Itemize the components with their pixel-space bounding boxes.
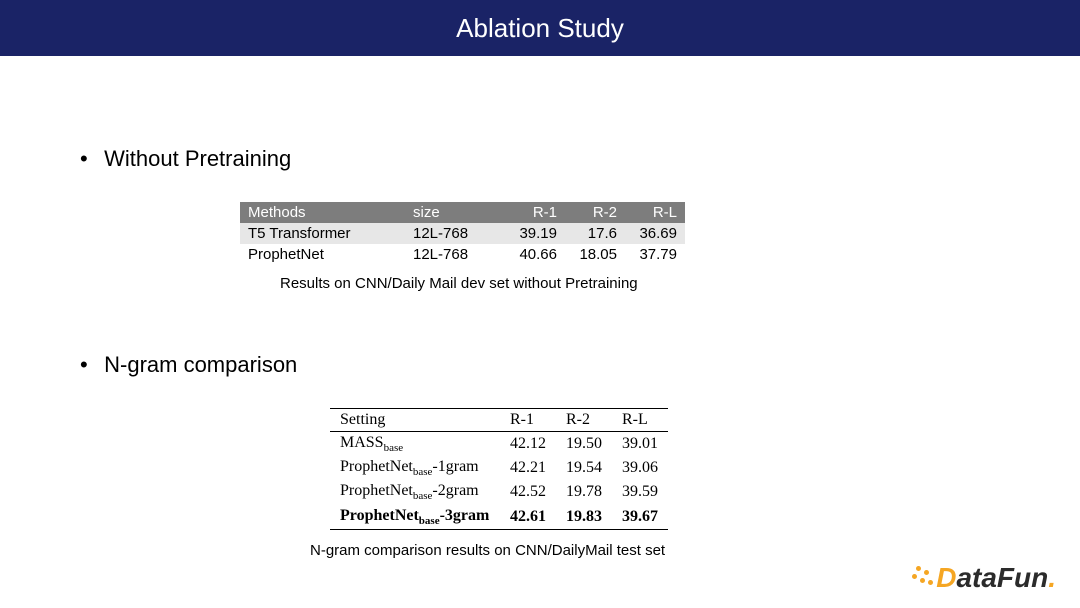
table-row: ProphetNetbase-1gram42.2119.5439.06 bbox=[330, 456, 668, 480]
cell-setting: ProphetNetbase-1gram bbox=[330, 456, 500, 480]
cell: ProphetNet bbox=[240, 244, 405, 265]
th-r2: R-2 bbox=[556, 409, 612, 432]
th-setting: Setting bbox=[330, 409, 500, 432]
caption-1: Results on CNN/Daily Mail dev set withou… bbox=[280, 275, 1000, 292]
datafun-logo: DataFun. bbox=[914, 562, 1056, 594]
cell: 39.06 bbox=[612, 456, 668, 480]
cell: 19.50 bbox=[556, 432, 612, 457]
table-row: ProphetNet 12L-768 40.66 18.05 37.79 bbox=[240, 244, 685, 265]
cell-setting: ProphetNetbase-2gram bbox=[330, 480, 500, 504]
logo-period: . bbox=[1048, 562, 1056, 593]
cell: 39.01 bbox=[612, 432, 668, 457]
table-ngram: Setting R-1 R-2 R-L MASSbase42.1219.5039… bbox=[330, 408, 668, 530]
table-row: ProphetNetbase-2gram42.5219.7839.59 bbox=[330, 480, 668, 504]
cell: 42.61 bbox=[500, 505, 556, 530]
cell: 42.12 bbox=[500, 432, 556, 457]
th-r2: R-2 bbox=[565, 202, 625, 223]
caption-2: N-gram comparison results on CNN/DailyMa… bbox=[310, 542, 1000, 559]
cell-setting: MASSbase bbox=[330, 432, 500, 457]
table-header-row: Setting R-1 R-2 R-L bbox=[330, 409, 668, 432]
bullet-dot: • bbox=[80, 146, 98, 172]
cell: 12L-768 bbox=[405, 223, 505, 244]
table-row: T5 Transformer 12L-768 39.19 17.6 36.69 bbox=[240, 223, 685, 244]
cell: T5 Transformer bbox=[240, 223, 405, 244]
table2-wrap: Setting R-1 R-2 R-L MASSbase42.1219.5039… bbox=[330, 408, 1000, 530]
th-methods: Methods bbox=[240, 202, 405, 223]
cell: 42.52 bbox=[500, 480, 556, 504]
heading-1: Without Pretraining bbox=[104, 146, 291, 171]
cell: 40.66 bbox=[505, 244, 565, 265]
table-row: ProphetNetbase-3gram42.6119.8339.67 bbox=[330, 505, 668, 530]
title-bar: Ablation Study bbox=[0, 0, 1080, 56]
logo-text: ataFun bbox=[956, 562, 1048, 593]
th-rl: R-L bbox=[612, 409, 668, 432]
cell: 36.69 bbox=[625, 223, 685, 244]
th-r1: R-1 bbox=[505, 202, 565, 223]
th-size: size bbox=[405, 202, 505, 223]
th-r1: R-1 bbox=[500, 409, 556, 432]
cell: 37.79 bbox=[625, 244, 685, 265]
table-header-row: Methods size R-1 R-2 R-L bbox=[240, 202, 685, 223]
cell: 19.78 bbox=[556, 480, 612, 504]
cell: 39.67 bbox=[612, 505, 668, 530]
cell: 39.19 bbox=[505, 223, 565, 244]
cell: 18.05 bbox=[565, 244, 625, 265]
table-without-pretraining: Methods size R-1 R-2 R-L T5 Transformer … bbox=[240, 202, 685, 265]
cell: 42.21 bbox=[500, 456, 556, 480]
table-row: MASSbase42.1219.5039.01 bbox=[330, 432, 668, 457]
bullet-dot: • bbox=[80, 352, 98, 378]
cell: 12L-768 bbox=[405, 244, 505, 265]
logo-dots-icon bbox=[912, 566, 934, 588]
table1-wrap: Methods size R-1 R-2 R-L T5 Transformer … bbox=[240, 202, 1000, 265]
heading-2: N-gram comparison bbox=[104, 352, 297, 377]
th-rl: R-L bbox=[625, 202, 685, 223]
cell: 17.6 bbox=[565, 223, 625, 244]
bullet-2: • N-gram comparison bbox=[80, 352, 1000, 378]
cell: 19.54 bbox=[556, 456, 612, 480]
slide-title: Ablation Study bbox=[456, 13, 624, 44]
logo-d: D bbox=[936, 562, 956, 593]
bullet-1: • Without Pretraining bbox=[80, 146, 1000, 172]
cell: 39.59 bbox=[612, 480, 668, 504]
slide-content: • Without Pretraining Methods size R-1 R… bbox=[0, 56, 1080, 559]
cell-setting: ProphetNetbase-3gram bbox=[330, 505, 500, 530]
cell: 19.83 bbox=[556, 505, 612, 530]
